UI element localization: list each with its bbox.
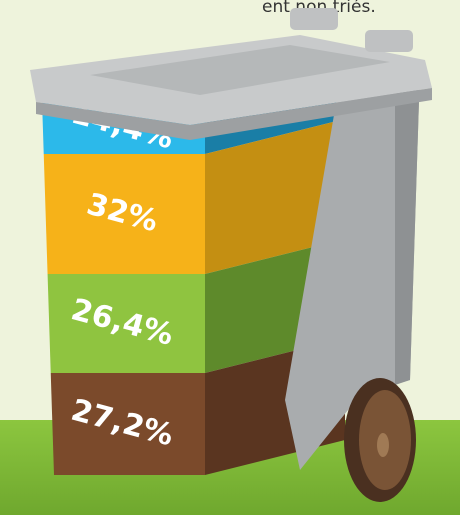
layer (47, 274, 206, 373)
layer-side (205, 119, 345, 274)
lid-top (90, 45, 390, 95)
bin-side-panel (285, 70, 420, 470)
bin-side-shade (395, 70, 420, 385)
lid-handle (290, 8, 338, 30)
layer (50, 373, 206, 475)
wheel-hub (377, 433, 389, 457)
lid-edge (36, 88, 432, 140)
lid-handle (365, 30, 413, 52)
layer (43, 154, 206, 274)
